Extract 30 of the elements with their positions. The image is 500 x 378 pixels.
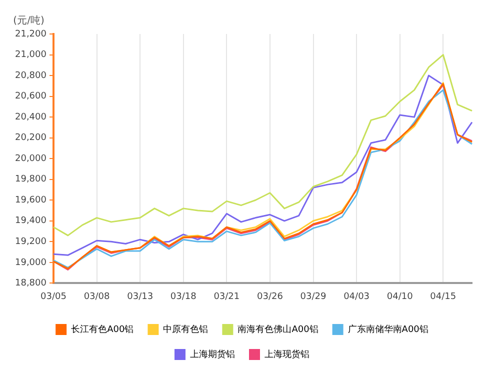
x-tick-label: 03/13 — [127, 292, 154, 302]
x-tick-label: 04/10 — [386, 292, 414, 302]
legend-label: 上海期货铝 — [190, 348, 235, 360]
legend-label: 中原有色铝 — [163, 324, 208, 335]
x-tick-label: 03/21 — [214, 292, 240, 302]
x-tick-label: 03/26 — [256, 292, 284, 302]
y-tick-label: 19,200 — [14, 237, 47, 248]
y-tick-label: 20,400 — [14, 112, 47, 122]
legend-label: 南海有色佛山A00铝 — [238, 324, 318, 335]
x-tick-label: 04/03 — [344, 292, 370, 302]
x-tick-label: 03/08 — [84, 292, 110, 302]
y-tick-label: 21,200 — [14, 29, 47, 40]
y-axis-title: (元/吨) — [13, 14, 44, 27]
y-tick-label: 20,200 — [14, 133, 47, 144]
legend-label: 广东南储华南A00铝 — [348, 324, 428, 335]
x-tick-label: 03/05 — [40, 292, 66, 302]
x-tick-label: 04/15 — [430, 292, 456, 302]
y-tick-label: 19,400 — [14, 216, 47, 226]
y-tick-label: 19,800 — [14, 174, 47, 185]
legend-label: 长江有色A00铝 — [71, 324, 134, 335]
x-tick-label: 03/29 — [300, 292, 326, 302]
y-tick-label: 20,000 — [14, 154, 47, 164]
y-tick-label: 20,600 — [14, 92, 47, 102]
y-tick-label: 21,000 — [14, 50, 47, 60]
y-tick-label: 20,800 — [14, 70, 47, 81]
y-tick-label: 19,600 — [14, 195, 47, 206]
x-tick-label: 03/18 — [170, 292, 197, 302]
y-tick-label: 19,000 — [14, 258, 47, 268]
legend-label: 上海现货铝 — [264, 348, 310, 360]
y-tick-label: 18,800 — [14, 278, 47, 289]
